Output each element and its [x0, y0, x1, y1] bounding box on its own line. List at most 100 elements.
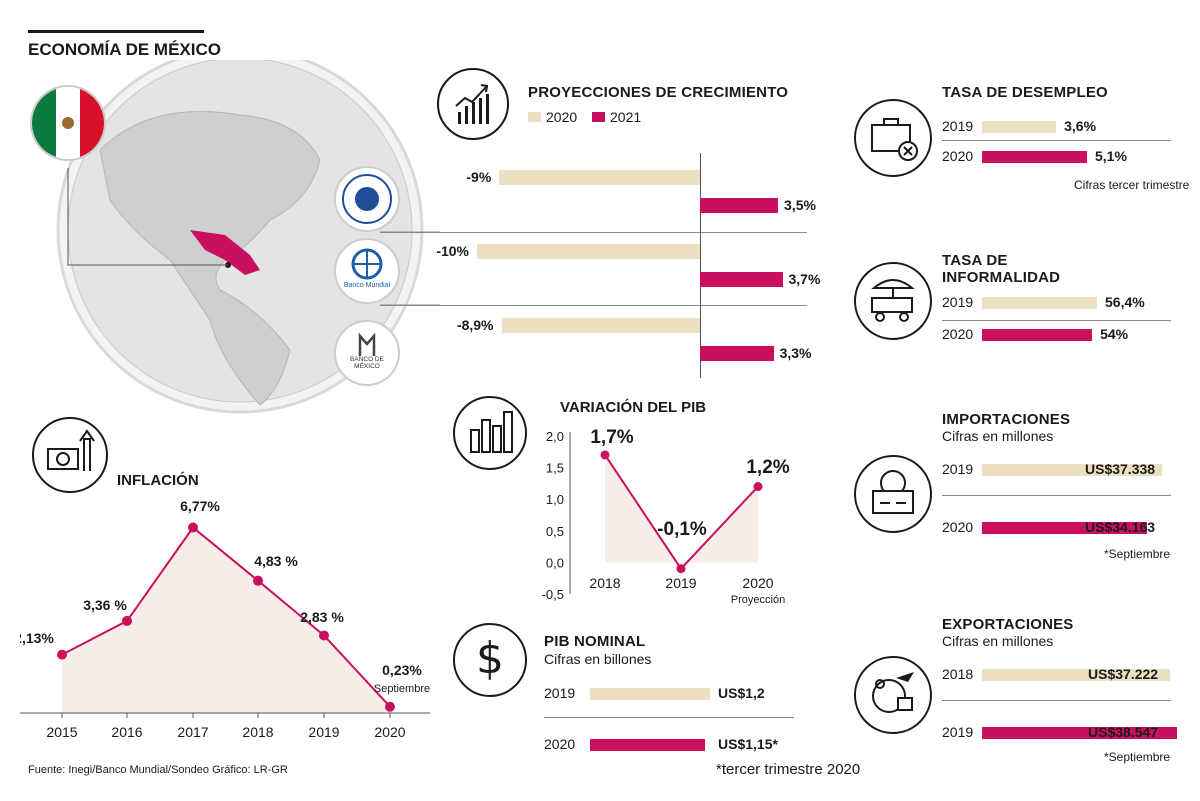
pib-annotation: Proyección	[731, 594, 785, 606]
pib-ytick-1: 1,5	[546, 461, 564, 476]
unemployment-value-0: 3,6%	[1064, 118, 1097, 134]
imports-year-1: 2020	[942, 519, 974, 535]
pib-ytick-4: 0,0	[546, 555, 564, 570]
pib-nominal-note: *tercer trimestre 2020	[716, 761, 861, 778]
informality-title-2: INFORMALIDAD	[942, 269, 1061, 286]
world-bank-icon	[351, 248, 383, 280]
inflation-point-3	[253, 575, 263, 586]
money-arrow-icon	[47, 429, 95, 471]
informality-title-1: TASA DE	[942, 252, 1008, 269]
bar-2021-2	[700, 346, 774, 361]
inflation-xtick-4: 2019	[308, 724, 339, 740]
imports-bar-1	[982, 522, 1147, 534]
imports-title: IMPORTACIONES	[942, 411, 1071, 428]
inflation-xtick-2: 2017	[177, 724, 208, 740]
legend-swatch-2020	[528, 112, 541, 122]
inflation-data-label-3: 4,83 %	[254, 553, 298, 569]
mexico-shape	[190, 230, 260, 275]
informality-bar-1	[982, 329, 1093, 341]
banxico-icon	[358, 332, 376, 356]
pib-nominal-title: PIB NOMINAL	[544, 633, 646, 650]
informality-year-0: 2019	[942, 294, 974, 310]
inflation-data-label-2: 6,77%	[180, 498, 220, 514]
pib-data-label-0: 1,7%	[590, 427, 633, 448]
unemployment-year-1: 2020	[942, 148, 974, 164]
inflation-point-0	[57, 649, 67, 660]
food-cart-icon	[871, 279, 915, 322]
inflation-icon-circle	[32, 417, 108, 493]
imports-value-1: US$34.163	[1085, 519, 1156, 535]
inflation-data-label-1: 3,36 %	[83, 597, 127, 613]
bar-2021-label-1: 3,7%	[788, 271, 821, 287]
exports-divider	[942, 700, 1171, 701]
inflation-data-label-5: 0,23%	[382, 662, 422, 678]
pib-variation-chart: 2,0 1,5 1,0 0,5 0,0 -0,5 2018 2019 2020 1,7% -0,1%…	[542, 398, 790, 606]
pib-data-label-2: 1,2%	[746, 457, 789, 478]
pib-ytick-3: 0,5	[546, 524, 564, 539]
flag-icon	[32, 87, 104, 159]
banxico-logo: BANCO DE MÉXICO	[334, 320, 400, 386]
informality-divider	[942, 320, 1171, 321]
informality-bar-0	[982, 297, 1097, 309]
inflation-annotation: Septiembre	[374, 683, 430, 695]
pib-nominal-bar-0	[590, 688, 710, 700]
legend-label-2020: 2020	[546, 109, 578, 125]
pib-area	[605, 454, 758, 569]
title-rule	[28, 30, 204, 33]
growth-title: PROYECCIONES DE CRECIMIENTO	[528, 84, 789, 101]
exports-bar-1	[982, 727, 1177, 739]
pib-point-1	[676, 564, 686, 574]
pib-ytick-0: 2,0	[546, 429, 564, 444]
exports-title: EXPORTACIONES	[942, 616, 1074, 633]
imports-year-0: 2019	[942, 461, 974, 477]
bar-chart-icon	[470, 411, 513, 453]
unemployment-year-0: 2019	[942, 118, 974, 134]
pib-nominal-value-0: US$1,2	[718, 685, 765, 701]
pib-nominal-divider	[544, 717, 794, 718]
inflation-point-5	[385, 701, 395, 712]
exports-year-0: 2018	[942, 666, 974, 682]
legend-swatch-2021	[592, 112, 605, 122]
page-title: ECONOMÍA DE MÉXICO	[28, 40, 221, 59]
bar-2021-label-0: 3,5%	[784, 197, 816, 213]
imports-value-0: US$37.338	[1085, 461, 1156, 477]
pib-nominal-year-0: 2019	[544, 685, 576, 701]
pib-nominal-subtitle: Cifras en billones	[544, 651, 652, 667]
unemployment-title: TASA DE DESEMPLEO	[942, 84, 1108, 101]
exports-value-0: US$37.222	[1088, 666, 1159, 682]
exports-bar-0	[982, 669, 1171, 681]
exports-icon-circle	[854, 656, 932, 734]
globe-illustration	[56, 60, 440, 414]
inflation-chart: INFLACIÓN 2015 2,13% 2016 3,36 % 2017 6,77% 201…	[20, 471, 430, 740]
box-globe-icon	[872, 470, 914, 514]
growth-chart-icon	[455, 84, 489, 124]
pib-xtick-2: 2020	[742, 575, 773, 591]
unemployment-divider	[942, 140, 1171, 141]
pib-point-0	[600, 450, 610, 460]
inflation-area	[62, 527, 390, 713]
inflation-data-label-0: 2,13%	[20, 630, 54, 646]
bar-2020-2	[501, 318, 700, 333]
inflation-xtick-1: 2016	[111, 724, 142, 740]
americas-shape	[99, 111, 321, 406]
briefcase-x-icon	[871, 118, 918, 161]
imports-divider	[942, 495, 1171, 496]
unemployment-bar-1	[982, 151, 1087, 163]
globe-plane-icon	[872, 672, 914, 713]
pib-nominal-icon-circle: $	[453, 623, 527, 697]
exports-note: *Septiembre	[1104, 750, 1171, 764]
world-bank-logo: Banco Mundial	[334, 238, 400, 304]
inflation-point-4	[319, 630, 329, 641]
unemployment-value-1: 5,1%	[1095, 148, 1127, 164]
inflation-xtick-0: 2015	[46, 724, 77, 740]
imports-icon-circle	[854, 455, 932, 533]
imf-icon	[342, 174, 392, 224]
inflation-point-2	[188, 522, 198, 533]
world-bank-label: Banco Mundial	[343, 282, 391, 289]
bar-2021-label-2: 3,3%	[779, 345, 812, 361]
pib-icon-circle	[453, 396, 527, 470]
pib-ytick-2: 1,0	[546, 492, 564, 507]
pib-ytick-5: -0,5	[542, 587, 564, 602]
pib-nominal-bar-1	[590, 739, 705, 751]
bar-2020-1	[477, 244, 700, 259]
